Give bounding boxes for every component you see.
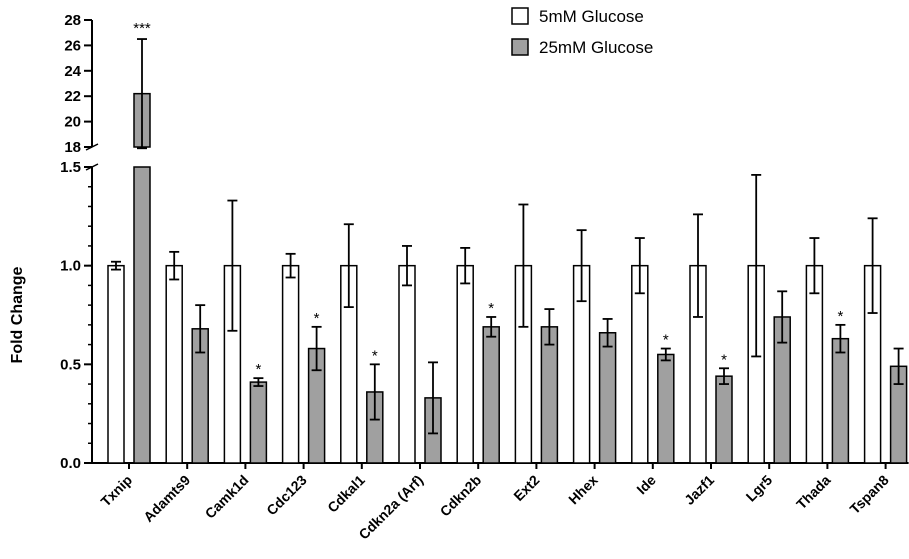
category-label-9: Ide	[633, 472, 659, 498]
category-label-3: Cdc123	[263, 472, 310, 519]
category-label-7: Ext2	[510, 472, 542, 504]
bar-5mm-5	[398, 264, 416, 464]
category-label-13: Tspan8	[846, 472, 891, 517]
significance-mark-12: *	[837, 308, 843, 325]
y-axis-label: Fold Change	[9, 266, 26, 363]
category-label-11: Lgr5	[743, 472, 776, 505]
bar-5mm-12	[805, 264, 824, 464]
bar-25mm-10	[715, 375, 733, 464]
category-label-12: Thada	[793, 472, 834, 513]
y-tick-label: 18	[64, 139, 81, 156]
y-tick-label: 26	[64, 37, 81, 54]
category-label-0: Txnip	[97, 472, 135, 510]
bar-5mm-6	[456, 264, 474, 464]
bar-25mm-9	[657, 353, 675, 464]
bar-25mm-7	[540, 326, 559, 464]
significance-mark-9: *	[663, 332, 669, 349]
category-label-4: Cdkal1	[324, 472, 368, 516]
category-label-2: Camk1d	[202, 472, 252, 522]
bars	[107, 92, 908, 464]
bar-25mm-12	[831, 337, 850, 464]
y-tick-label: 1.0	[60, 258, 81, 275]
category-label-1: Adamts9	[140, 472, 193, 525]
legend-swatch-0	[511, 7, 529, 25]
y-tick-label: 1.5	[60, 159, 81, 176]
significance-mark-0: ***	[133, 20, 151, 37]
legend: 5mM Glucose 25mM Glucose	[511, 7, 653, 57]
significance-mark-10: *	[721, 351, 727, 368]
bar-25mm-8	[598, 332, 617, 464]
bar-5mm-3	[281, 264, 300, 464]
significance-mark-2: *	[255, 361, 261, 378]
y-tick-label: 22	[64, 88, 81, 105]
legend-swatch-1	[511, 38, 529, 56]
tick-labels: 0.0 0.5 1.0 1.5 18 20 22 24 26 28	[60, 12, 82, 472]
legend-label-0: 5mM Glucose	[539, 7, 644, 26]
y-tick-label: 0.5	[60, 356, 81, 373]
bar-5mm-0	[107, 264, 125, 464]
bar-5mm-9	[631, 264, 649, 464]
category-label-10: Jazf1	[681, 472, 717, 508]
bar-25mm-6	[482, 326, 500, 464]
category-label-6: Cdkn2b	[437, 472, 485, 520]
significance-mark-4: *	[372, 347, 378, 364]
bar-25mm-2	[249, 381, 268, 464]
y-tick-label: 28	[64, 12, 81, 29]
error-bars	[111, 38, 904, 435]
y-tick-label: 20	[64, 114, 81, 131]
significance-mark-6: *	[488, 300, 494, 317]
bar-5mm-1	[165, 264, 183, 464]
y-tick-label: 0.0	[60, 455, 81, 472]
category-label-8: Hhex	[565, 472, 601, 508]
y-tick-label: 24	[64, 63, 81, 80]
legend-label-1: 25mM Glucose	[539, 38, 653, 57]
significance-mark-3: *	[314, 310, 320, 327]
bar-25mm-0-lower	[133, 166, 151, 464]
significance-marks: **********	[133, 20, 843, 378]
